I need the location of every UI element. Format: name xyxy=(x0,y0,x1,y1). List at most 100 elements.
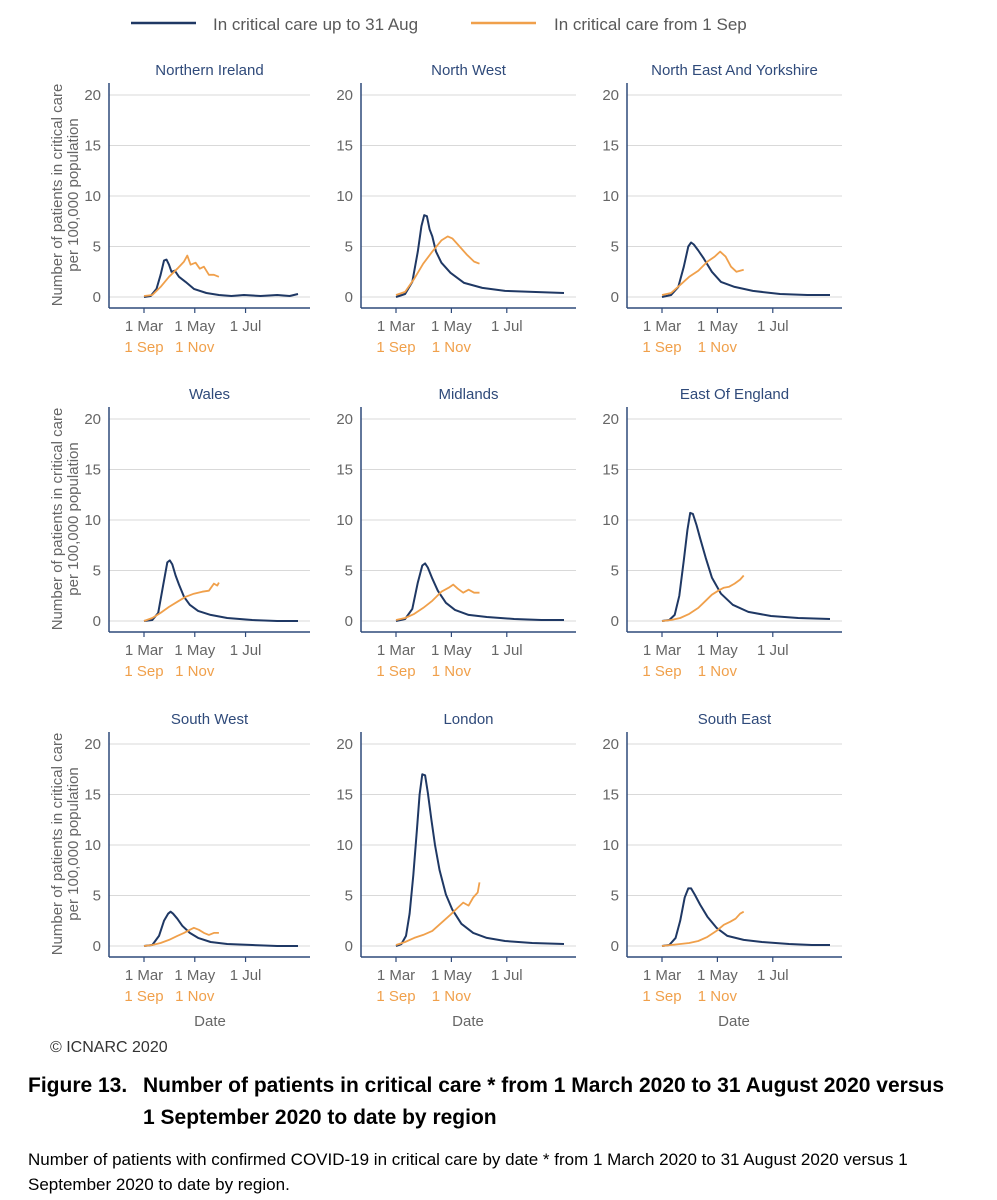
x-tick-label: 1 Mar xyxy=(377,967,415,984)
x-tick-label: 1 Jul xyxy=(757,967,789,984)
x-tick-label-second-period: 1 Sep xyxy=(124,988,163,1005)
x-tick-label: 1 Jul xyxy=(230,642,262,659)
x-tick-label: 1 Mar xyxy=(125,967,163,984)
x-tick-label: 1 Mar xyxy=(643,967,681,984)
panel-title: East Of England xyxy=(680,386,789,403)
chart-legend: In critical care up to 31 Aug In critica… xyxy=(131,15,747,34)
y-tick-label: 15 xyxy=(602,462,619,479)
legend-label-up-to-31-aug: In critical care up to 31 Aug xyxy=(213,15,418,34)
y-tick-label: 15 xyxy=(84,787,101,804)
y-tick-label: 15 xyxy=(602,138,619,155)
x-axis-title: Date xyxy=(452,1013,484,1030)
y-tick-label: 10 xyxy=(84,837,101,854)
y-tick-label: 10 xyxy=(336,188,353,205)
y-tick-label: 15 xyxy=(602,787,619,804)
x-tick-label: 1 Mar xyxy=(125,642,163,659)
y-tick-label: 0 xyxy=(345,938,353,955)
y-tick-label: 0 xyxy=(345,613,353,630)
series-line-from-1-sep xyxy=(661,910,745,947)
x-tick-label-second-period: 1 Nov xyxy=(698,663,738,680)
y-axis-title-line-1: Number of patients in critical care xyxy=(49,408,66,631)
y-tick-label: 5 xyxy=(345,563,353,580)
panel-south-west: South West 0 5 10 15 20 1 Mar 1 May 1 Jul 1 Sep 1 … xyxy=(84,711,310,1005)
x-tick-label-second-period: 1 Nov xyxy=(432,663,472,680)
series-line-from-1-sep xyxy=(395,235,480,296)
y-tick-label: 20 xyxy=(84,411,101,428)
series-line-up-to-31-aug xyxy=(395,214,565,298)
panel-title: Midlands xyxy=(438,386,498,403)
y-axis-title-line-1: Number of patients in critical care xyxy=(49,733,66,956)
x-tick-label: 1 Mar xyxy=(125,318,163,335)
y-tick-label: 5 xyxy=(93,888,101,905)
figure-title: Number of patients in critical care * fr… xyxy=(143,1074,945,1129)
x-tick-label-second-period: 1 Sep xyxy=(376,339,415,356)
x-tick-label: 1 Jul xyxy=(230,318,262,335)
y-tick-label: 0 xyxy=(345,289,353,306)
x-tick-label: 1 Jul xyxy=(491,642,523,659)
series-line-up-to-31-aug xyxy=(661,241,830,298)
y-axis-titles: Number of patients in critical care per 1… xyxy=(49,84,82,956)
x-tick-label-second-period: 1 Nov xyxy=(432,988,472,1005)
y-tick-label: 10 xyxy=(84,512,101,529)
y-tick-label: 20 xyxy=(336,411,353,428)
y-tick-label: 20 xyxy=(336,87,353,104)
y-axis-title-line-2: per 100,000 population xyxy=(65,442,82,595)
x-tick-label-second-period: 1 Sep xyxy=(642,339,681,356)
x-tick-label-second-period: 1 Nov xyxy=(175,988,215,1005)
x-tick-label: 1 May xyxy=(174,318,215,335)
series-line-from-1-sep xyxy=(143,926,219,947)
x-tick-label-second-period: 1 Sep xyxy=(376,988,415,1005)
x-tick-label: 1 Jul xyxy=(491,318,523,335)
panel-title: North East And Yorkshire xyxy=(651,62,818,79)
y-tick-label: 15 xyxy=(336,138,353,155)
panel-northern-ireland: Northern Ireland 0 5 10 15 20 1 Mar 1 May 1 Jul 1… xyxy=(84,62,310,356)
x-tick-label: 1 Mar xyxy=(643,318,681,335)
series-line-from-1-sep xyxy=(395,583,480,621)
y-tick-label: 0 xyxy=(93,289,101,306)
y-tick-label: 5 xyxy=(93,239,101,256)
y-tick-label: 15 xyxy=(336,462,353,479)
panel-title: South East xyxy=(698,711,772,728)
panel-midlands: Midlands 0 5 10 15 20 1 Mar 1 May 1 Jul 1 Sep 1 No… xyxy=(336,386,576,680)
panel-wales: Wales 0 5 10 15 20 1 Mar 1 May 1 Jul 1 Sep 1 Nov xyxy=(84,386,310,680)
figure-number: Figure 13. xyxy=(28,1074,128,1097)
x-tick-label: 1 May xyxy=(431,967,472,984)
y-tick-label: 5 xyxy=(345,888,353,905)
y-tick-label: 10 xyxy=(336,512,353,529)
x-tick-label-second-period: 1 Sep xyxy=(124,339,163,356)
series-line-up-to-31-aug xyxy=(661,511,831,622)
figure-chart: In critical care up to 31 Aug In critica… xyxy=(49,15,842,1056)
y-tick-label: 20 xyxy=(84,736,101,753)
x-tick-label-second-period: 1 Nov xyxy=(698,988,738,1005)
x-tick-label: 1 May xyxy=(697,967,738,984)
copyright-note: © ICNARC 2020 xyxy=(50,1039,168,1056)
y-tick-label: 0 xyxy=(93,613,101,630)
panel-title: North West xyxy=(431,62,507,79)
y-tick-label: 20 xyxy=(84,87,101,104)
x-tick-label: 1 Jul xyxy=(230,967,262,984)
x-tick-label: 1 Mar xyxy=(643,642,681,659)
x-axis-titles: Date Date Date xyxy=(194,1013,750,1030)
y-tick-label: 0 xyxy=(611,938,619,955)
y-tick-label: 20 xyxy=(602,87,619,104)
series-line-up-to-31-aug xyxy=(661,887,830,947)
x-tick-label: 1 Jul xyxy=(491,967,523,984)
y-tick-label: 20 xyxy=(602,411,619,428)
x-tick-label-second-period: 1 Nov xyxy=(698,339,738,356)
panel-east-of-england: East Of England 0 5 10 15 20 1 Mar 1 May 1 Jul 1 … xyxy=(602,386,842,680)
x-tick-label: 1 May xyxy=(431,318,472,335)
figure-description: Number of patients with confirmed COVID-… xyxy=(28,1150,908,1194)
y-tick-label: 10 xyxy=(336,837,353,854)
panel-south-east: South East 0 5 10 15 20 1 Mar 1 May 1 Jul 1 Sep 1 … xyxy=(602,711,842,1005)
y-axis-title-line-2: per 100,000 population xyxy=(65,118,82,271)
y-tick-label: 10 xyxy=(84,188,101,205)
y-tick-label: 0 xyxy=(611,613,619,630)
y-tick-label: 5 xyxy=(611,563,619,580)
series-line-up-to-31-aug xyxy=(143,910,298,947)
panel-title: Wales xyxy=(189,386,230,403)
y-axis-title-line-2: per 100,000 population xyxy=(65,767,82,920)
y-tick-label: 15 xyxy=(336,787,353,804)
y-tick-label: 10 xyxy=(602,512,619,529)
y-tick-label: 10 xyxy=(602,188,619,205)
series-line-up-to-31-aug xyxy=(143,559,298,622)
